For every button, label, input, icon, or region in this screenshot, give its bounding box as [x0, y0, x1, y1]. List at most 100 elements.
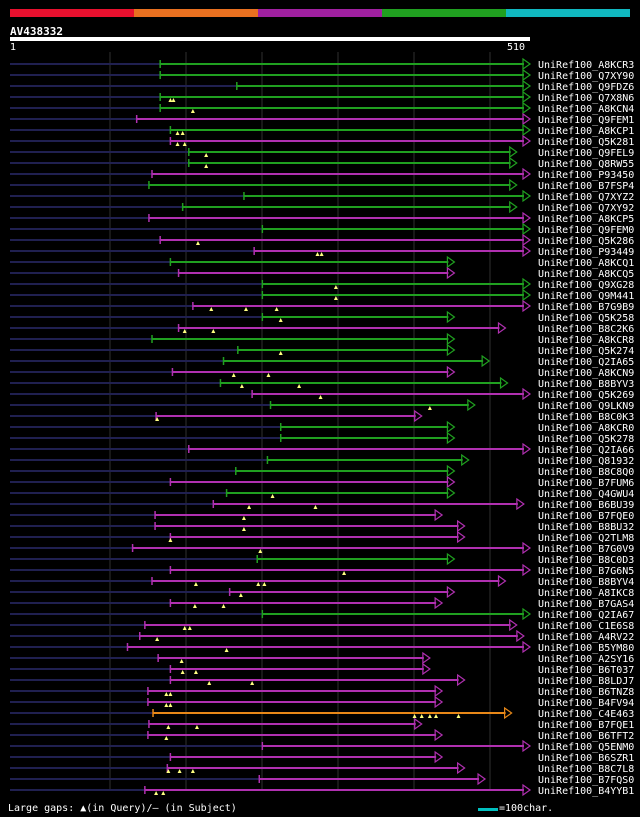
- hit-end-arrow: [497, 321, 507, 335]
- hit-end-arrow: [434, 684, 444, 698]
- legend-label: ~100%: [595, 0, 628, 1]
- gap-triangle-icon: [192, 604, 197, 608]
- gap-triangle-icon: [180, 670, 185, 674]
- scale-legend: =100char.: [499, 803, 554, 814]
- hit-label: UniRef100_Q4GWU4: [538, 489, 634, 500]
- hit-label: UniRef100_B7FQE0: [538, 511, 634, 522]
- hit-end-arrow: [522, 211, 532, 225]
- hit-end-arrow: [446, 365, 456, 379]
- gap-triangle-icon: [231, 373, 236, 377]
- legend-segment: [506, 9, 630, 17]
- hit-label: UniRef100_B6BU39: [538, 500, 634, 511]
- hit-label: UniRef100_B8C8Q0: [538, 467, 634, 478]
- gap-triangle-icon: [161, 791, 166, 795]
- hit-end-arrow: [522, 68, 532, 82]
- gap-triangle-icon: [190, 769, 195, 773]
- hit-end-arrow: [522, 101, 532, 115]
- hit-label: UniRef100_P93449: [538, 247, 634, 258]
- hit-label: UniRef100_B8BYV4: [538, 577, 634, 588]
- alignment-plot: UniRef100_A8KCR3UniRef100_Q7XY90UniRef10…: [10, 52, 634, 797]
- hit-label: UniRef100_Q9FEM1: [538, 115, 634, 126]
- hit-label: UniRef100_A8KCN4: [538, 104, 634, 115]
- hit-end-arrow: [497, 574, 507, 588]
- gap-triangle-icon: [166, 769, 171, 773]
- hit-label: UniRef100_Q2IA65: [538, 357, 634, 368]
- hit-label: UniRef100_Q5ENM0: [538, 742, 634, 753]
- hit-label: UniRef100_B8BU32: [538, 522, 634, 533]
- hit-end-arrow: [457, 673, 466, 687]
- gap-triangle-icon: [180, 131, 185, 135]
- hit-end-arrow: [446, 464, 456, 478]
- hit-end-arrow: [522, 244, 532, 258]
- hit-label: UniRef100_A8KCR0: [538, 423, 634, 434]
- hit-label: UniRef100_B8C7L8: [538, 764, 634, 775]
- gap-triangle-icon: [274, 307, 279, 311]
- legend-segment: [258, 9, 382, 17]
- gap-triangle-icon: [333, 296, 338, 300]
- hit-end-arrow: [522, 233, 532, 247]
- hit-label: UniRef100_Q81932: [538, 456, 634, 467]
- hit-end-arrow: [522, 442, 532, 456]
- hit-label: UniRef100_Q9FDZ6: [538, 82, 634, 93]
- gap-triangle-icon: [155, 637, 160, 641]
- legend-label: 20%: [112, 0, 132, 1]
- hit-end-arrow: [509, 156, 518, 170]
- hit-end-arrow: [522, 90, 532, 104]
- gap-triangle-icon: [266, 373, 271, 377]
- hit-end-arrow: [414, 409, 423, 423]
- gap-triangle-icon: [211, 329, 216, 333]
- hit-end-arrow: [446, 486, 456, 500]
- hit-end-arrow: [434, 750, 444, 764]
- gap-triangle-icon: [204, 153, 209, 157]
- gap-triangle-icon: [177, 769, 182, 773]
- hit-label: UniRef100_Q2IA66: [538, 445, 634, 456]
- hit-end-arrow: [446, 310, 456, 324]
- hit-label: UniRef100_Q5K274: [538, 346, 634, 357]
- gap-triangle-icon: [193, 582, 198, 586]
- hit-label: UniRef100_Q9FEL9: [538, 148, 634, 159]
- gap-triangle-icon: [224, 648, 229, 652]
- hit-end-arrow: [457, 530, 466, 544]
- ruler-start-label: 1: [10, 42, 17, 53]
- legend-segment: [134, 9, 258, 17]
- scale-bar: [478, 808, 498, 811]
- hit-end-arrow: [522, 288, 532, 302]
- gap-triangle-icon: [164, 692, 169, 696]
- hit-end-arrow: [457, 519, 466, 533]
- gap-triangle-icon: [168, 703, 173, 707]
- hit-end-arrow: [434, 695, 444, 709]
- hit-label: UniRef100_A2SY16: [538, 654, 634, 665]
- hit-label: UniRef100_Q9LKN9: [538, 401, 634, 412]
- gap-triangle-icon: [278, 318, 283, 322]
- hit-end-arrow: [446, 475, 456, 489]
- legend-label: ~40%: [230, 0, 257, 1]
- legend-segment: [382, 9, 506, 17]
- hit-end-arrow: [434, 508, 444, 522]
- hit-end-arrow: [522, 299, 532, 313]
- hit-label: UniRef100_Q7XYZ2: [538, 192, 634, 203]
- gap-triangle-icon: [456, 714, 461, 718]
- gap-triangle-icon: [182, 329, 187, 333]
- hit-end-arrow: [522, 112, 532, 126]
- hit-end-arrow: [522, 640, 532, 654]
- hit-end-arrow: [509, 200, 518, 214]
- gap-triangle-icon: [241, 527, 246, 531]
- gap-triangle-icon: [297, 384, 302, 388]
- query-id: AV438332: [10, 25, 63, 38]
- gap-triangle-icon: [166, 725, 171, 729]
- hit-end-arrow: [477, 772, 487, 786]
- gap-triangle-icon: [241, 516, 246, 520]
- hit-label: UniRef100_Q9XG28: [538, 280, 634, 291]
- gap-triangle-icon: [168, 98, 173, 102]
- hit-label: UniRef100_B8C0D3: [538, 555, 634, 566]
- hit-label: UniRef100_B4YYB1: [538, 786, 634, 797]
- gap-triangle-icon: [270, 494, 275, 498]
- hit-label: UniRef100_B8C0K3: [538, 412, 634, 423]
- hit-end-arrow: [446, 431, 456, 445]
- hit-end-arrow: [467, 398, 476, 412]
- hit-end-arrow: [504, 706, 513, 720]
- hit-label: UniRef100_B6T037: [538, 665, 634, 676]
- hit-end-arrow: [434, 728, 444, 742]
- gap-triangle-icon: [207, 681, 212, 685]
- gap-triangle-icon: [175, 131, 180, 135]
